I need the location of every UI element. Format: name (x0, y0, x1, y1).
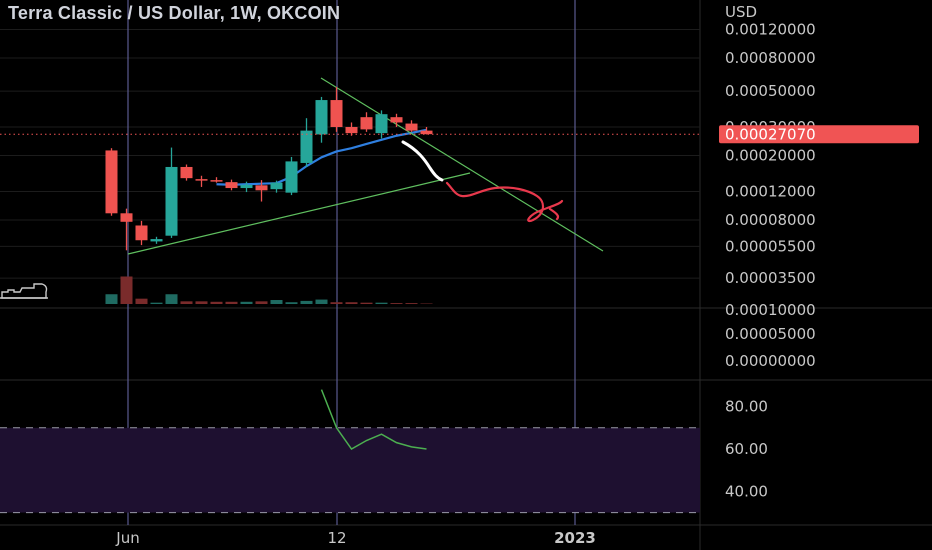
price-tick-label: 0.00008000 (725, 211, 816, 229)
projection-white (401, 140, 444, 182)
volume-bar (180, 301, 193, 304)
last-price-tag (719, 125, 919, 144)
candle-body (240, 184, 253, 189)
candle-body (390, 117, 403, 123)
volume-pane-collapse-icon (1, 283, 48, 299)
candle-body (150, 239, 163, 242)
trendline-drawings[interactable] (127, 77, 604, 255)
volume-bar (120, 276, 133, 304)
candle-body (360, 117, 373, 130)
candle-body (285, 161, 298, 193)
candle-body (315, 100, 328, 135)
candle-body (120, 213, 133, 222)
volume-bar (105, 294, 118, 304)
descending-trendline (320, 77, 604, 252)
volume-bar (165, 294, 178, 304)
candle-body (300, 130, 313, 163)
volume-bar (345, 302, 358, 304)
candle-body (345, 127, 358, 134)
price-tick-label: 0.00120000 (725, 20, 816, 38)
time-tick-label: 2023 (554, 529, 596, 547)
rsi-tick-label: 60.00 (725, 440, 768, 458)
pane-controls (0, 283, 48, 299)
chart-title: Terra Classic / US Dollar, 1W, OKCOIN (8, 3, 341, 23)
volume-bar (330, 302, 343, 304)
volume-bar (135, 298, 148, 304)
volume-tick-label: 0.00005000 (725, 325, 816, 343)
freehand-drawings[interactable] (401, 140, 564, 223)
price-axis[interactable]: USD0.001200000.000800000.000500000.00030… (719, 3, 919, 500)
volume-bar (285, 302, 298, 304)
candle-body (225, 182, 238, 189)
time-tick-label: Jun (115, 529, 139, 547)
rsi-line (320, 389, 427, 450)
volume-bar (225, 301, 238, 304)
last-price-label: 0.00027070 (725, 126, 816, 144)
volume-bar (360, 302, 373, 304)
volume-bar (240, 301, 253, 304)
candle-body (375, 114, 388, 134)
volume-bar (300, 300, 313, 304)
candle-body (210, 180, 223, 182)
volume-pane (105, 276, 433, 304)
candle-body (270, 182, 283, 190)
price-tick-label: 0.00012000 (725, 182, 816, 200)
volume-bar (270, 300, 283, 304)
candle-body (405, 123, 418, 131)
volume-bar (195, 301, 208, 304)
volume-bar (390, 303, 403, 304)
candles (105, 86, 433, 251)
time-axis[interactable]: Jun 12 2023 (115, 529, 596, 547)
price-tick-label: 0.00020000 (725, 147, 816, 165)
rsi-pane (0, 389, 700, 514)
price-tick-label: 0.00050000 (725, 82, 816, 100)
price-tick-label: 0.00080000 (725, 49, 816, 67)
time-tick-label: 12 (327, 529, 346, 547)
currency-unit: USD (725, 3, 757, 21)
ema-line (216, 128, 427, 186)
volume-bar (210, 301, 223, 304)
projection-red (445, 181, 564, 223)
volume-bar (375, 302, 388, 304)
candle-body (330, 100, 343, 128)
candle-body (255, 185, 268, 191)
rsi-tick-label: 40.00 (725, 482, 768, 500)
price-tick-label: 0.00003500 (725, 269, 816, 287)
volume-tick-label: 0.00000000 (725, 352, 816, 370)
candle-body (420, 130, 433, 135)
ascending-trendline (127, 172, 471, 255)
volume-tick-label: 0.00010000 (725, 301, 816, 319)
candle-body (135, 225, 148, 241)
candle-body (165, 166, 178, 236)
rsi-band (0, 427, 700, 513)
volume-bar (405, 303, 418, 304)
volume-bar (150, 302, 163, 304)
volume-bar (315, 299, 328, 304)
candle-body (180, 166, 193, 179)
rsi-tick-label: 80.00 (725, 398, 768, 416)
price-tick-label: 0.00005500 (725, 237, 816, 255)
candle-body (195, 179, 208, 181)
volume-bar (255, 301, 268, 304)
ema-path (216, 128, 427, 186)
candle-body (105, 150, 118, 214)
